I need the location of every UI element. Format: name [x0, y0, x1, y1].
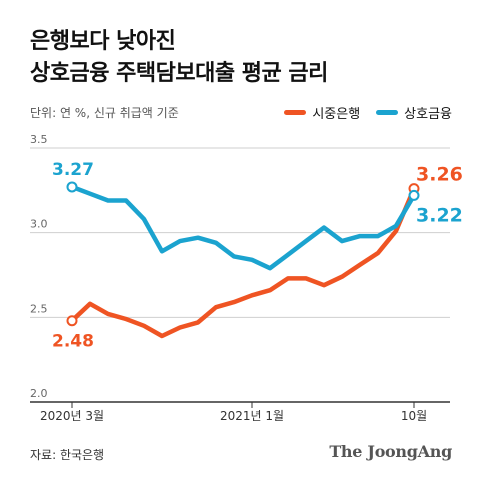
legend: 시중은행 상호금융: [284, 103, 452, 122]
legend-label-mutual: 상호금융: [404, 107, 452, 122]
series-end-point-1: [408, 189, 420, 201]
series-line-1: [69, 184, 417, 271]
label-bank-end: 3.26: [416, 164, 463, 186]
series-start-point-0: [66, 315, 78, 327]
label-mutual-end: 3.22: [416, 204, 463, 226]
legend-label-bank: 시중은행: [312, 107, 361, 122]
x-tick-label: 2020년 3월: [40, 409, 104, 423]
legend-item-bank: 시중은행: [284, 103, 360, 122]
title-line-2: 상호금융 주택담보대출 평균 금리: [30, 61, 328, 86]
y-tick-label: 2.5: [30, 302, 48, 315]
x-tick-label: 2021년 1월: [220, 409, 284, 423]
y-tick-label: 2.0: [30, 387, 48, 400]
y-tick-label: 3.5: [30, 133, 48, 146]
legend-item-mutual: 상호금융: [376, 103, 452, 122]
title-line-1: 은행보다 낮아진: [30, 29, 176, 54]
source-note: 자료: 한국은행: [30, 448, 105, 462]
chart-title: 은행보다 낮아진 상호금융 주택담보대출 평균 금리: [30, 26, 328, 90]
x-tick-label: 10월: [401, 409, 427, 423]
brand-logo: The JoongAng: [329, 442, 452, 461]
legend-swatch-bank: [284, 110, 307, 115]
legend-swatch-mutual: [376, 110, 399, 115]
label-mutual-start: 3.27: [52, 160, 94, 180]
series-line-0: [69, 186, 417, 339]
unit-note: 단위: 연 %, 신규 취급액 기준: [30, 106, 179, 120]
y-tick-label: 3.0: [30, 218, 48, 231]
label-bank-start: 2.48: [52, 332, 94, 352]
series-start-point-1: [66, 181, 78, 193]
